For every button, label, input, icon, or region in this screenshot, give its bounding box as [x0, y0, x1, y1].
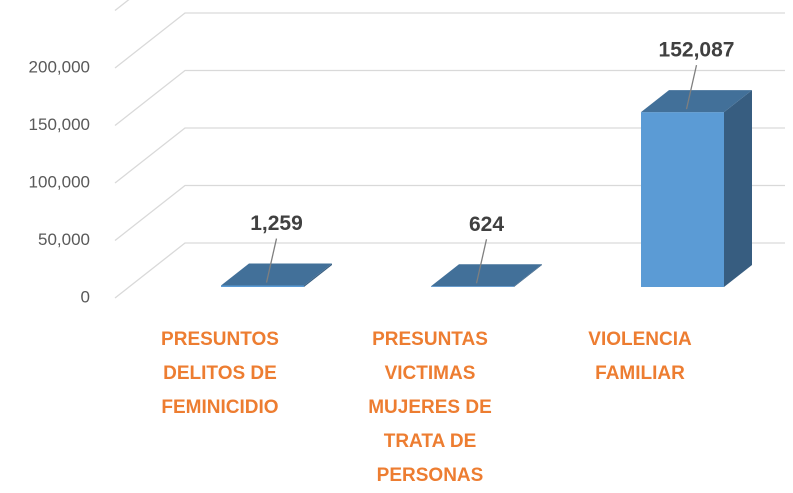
grid-line [114, 12, 785, 69]
grid-line [114, 184, 785, 242]
grid-line [114, 69, 785, 127]
grid-line [114, 242, 785, 299]
y-tick-label: 200,000 [29, 57, 90, 76]
bar-side [514, 264, 542, 287]
leader-line [265, 238, 278, 283]
bar [221, 263, 332, 287]
bar-front [431, 286, 514, 287]
bar-side [304, 263, 332, 287]
value-label: 152,087 [659, 39, 735, 62]
grid-line [114, 127, 785, 184]
leader-line [685, 64, 698, 110]
value-label: 624 [469, 213, 504, 236]
grid-frame [114, 0, 130, 12]
x-tick-label: PRESUNTAS VICTIMAS MUJERES DE TRATA DE PERSO… [368, 329, 492, 486]
x-tick-label: PRESUNTOS DELITOS DE FEMINICIDIO [161, 329, 279, 418]
bar-top [431, 264, 542, 287]
y-tick-label: 0 [81, 287, 90, 306]
y-tick-label: 150,000 [29, 115, 90, 134]
leader-line [475, 239, 488, 284]
bar-front [221, 285, 304, 287]
bar [431, 264, 542, 287]
bar-front [641, 112, 724, 288]
bar-top [641, 90, 752, 113]
value-label: 1,259 [250, 212, 303, 235]
x-tick-label: VIOLENCIA FAMILIAR [588, 329, 692, 384]
bar-side [724, 90, 752, 288]
y-tick-label: 100,000 [29, 172, 90, 191]
y-tick-label: 50,000 [38, 230, 90, 249]
bar-top [221, 263, 332, 286]
bar [641, 90, 752, 288]
